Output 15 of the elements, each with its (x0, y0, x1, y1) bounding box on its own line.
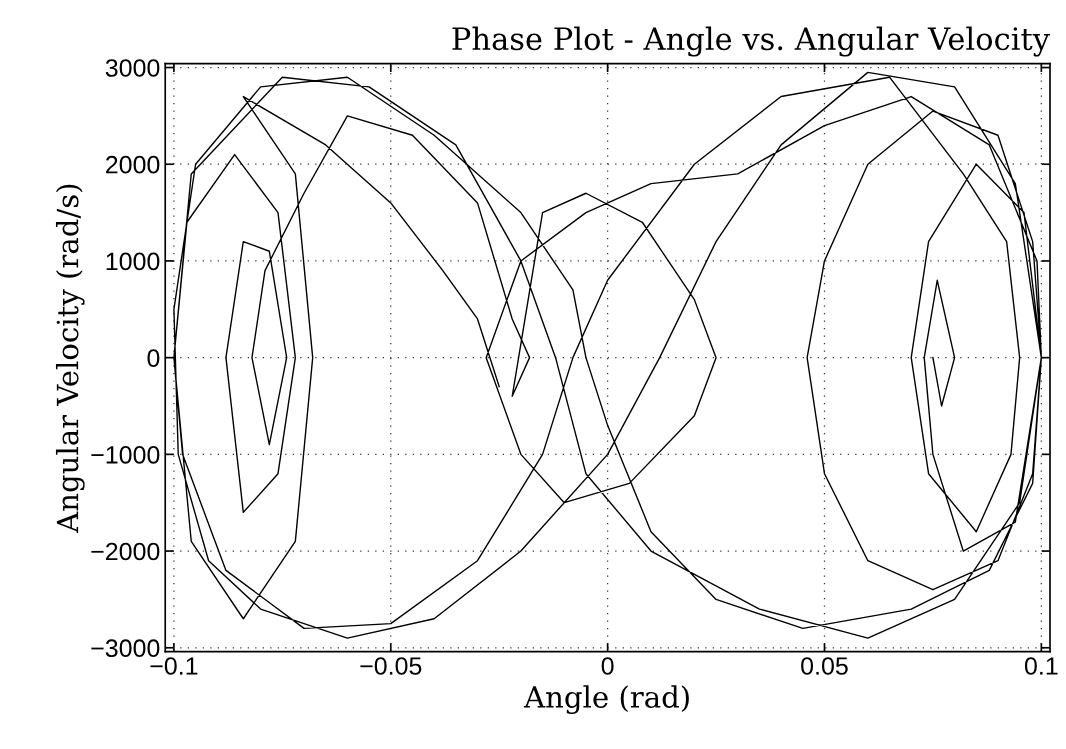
x-tick-label: −0.1 (150, 657, 198, 675)
y-tick-label: −2000 (91, 542, 160, 561)
y-tick-label: 1000 (106, 252, 160, 271)
x-tick-label: 0 (601, 657, 614, 675)
chart-title: Phase Plot - Angle vs. Angular Velocity (452, 26, 1050, 57)
x-axis-title: Angle (rad) (523, 685, 689, 714)
x-tick-label: 0.05 (801, 657, 848, 675)
y-tick-label: 3000 (105, 59, 160, 77)
y-tick-label: −3000 (91, 639, 160, 658)
x-tick-label: −0.05 (360, 657, 422, 675)
y-axis-title: Angular Velocity (rad/s) (55, 184, 85, 534)
y-tick-label: 0 (147, 349, 160, 367)
y-tick-label: 2000 (106, 155, 160, 174)
y-tick-label: −1000 (91, 445, 160, 464)
x-tick-label: 0.1 (1024, 657, 1058, 675)
